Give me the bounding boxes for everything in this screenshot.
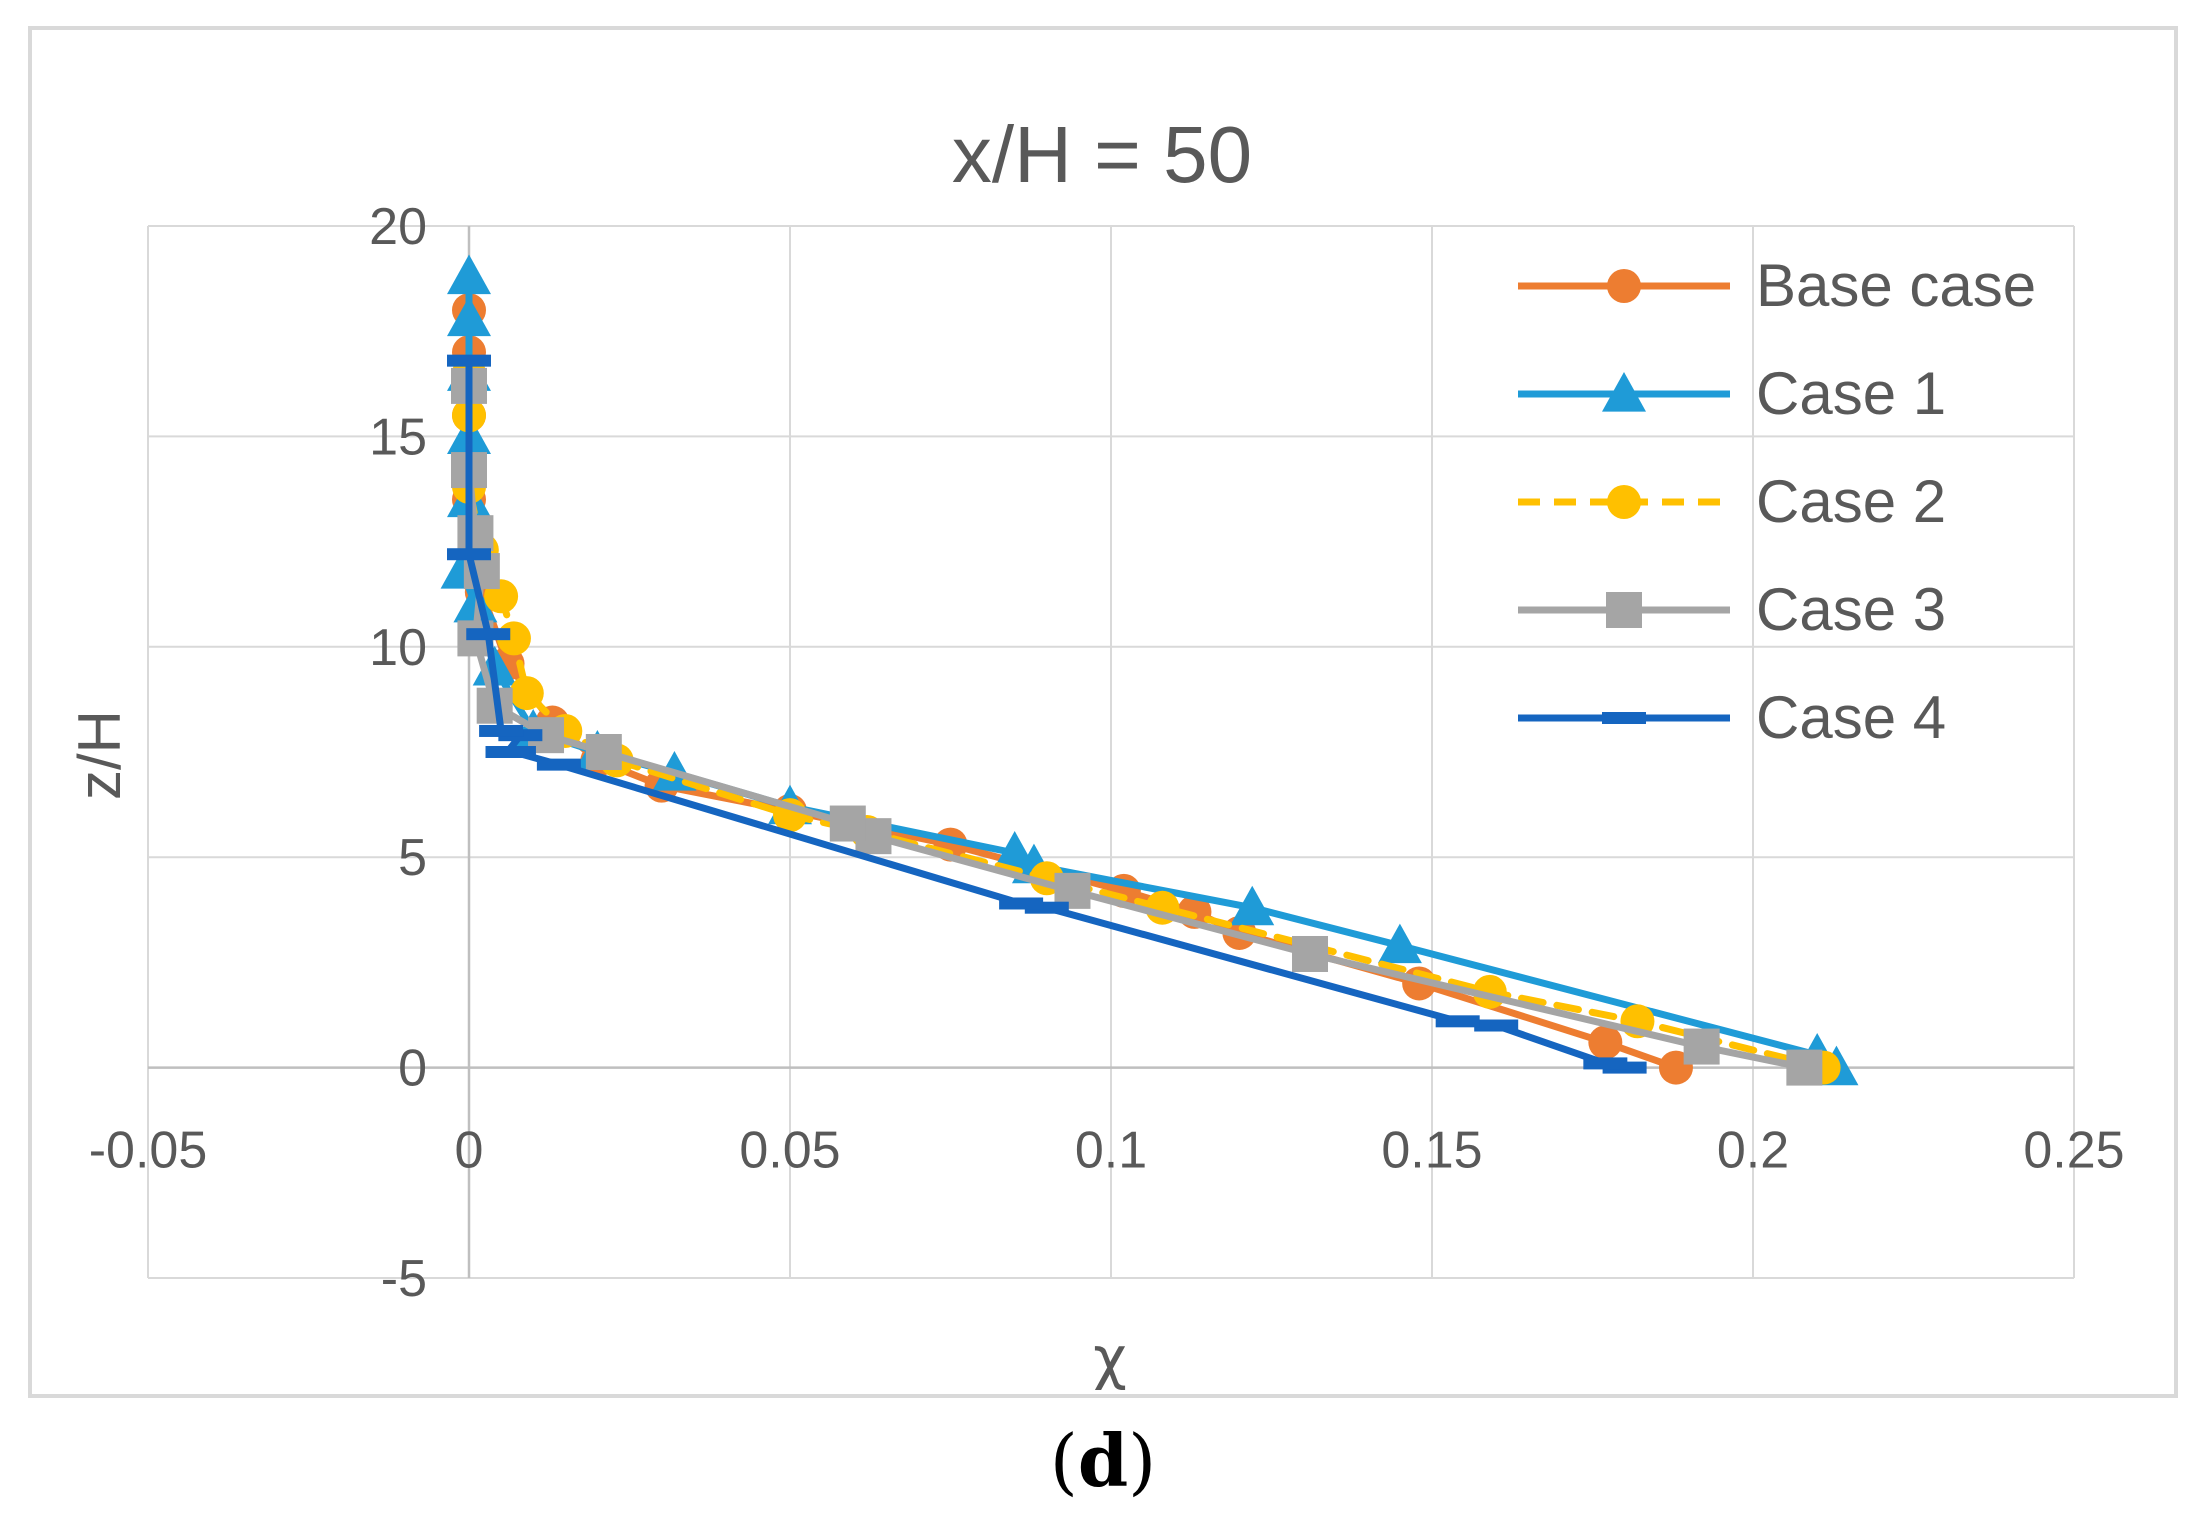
chart-frame [28, 26, 2178, 1398]
data-point [1377, 923, 1422, 964]
chart-title: x/H = 50 [952, 110, 1252, 199]
y-tick-label: 5 [398, 829, 427, 887]
caption-letter: d [1077, 1418, 1129, 1503]
data-point [466, 628, 511, 641]
data-point [457, 515, 494, 552]
y-tick-label: 15 [369, 408, 427, 466]
data-point [585, 734, 622, 770]
x-tick-label: -0.05 [89, 1122, 208, 1180]
x-tick-label: 0.15 [1381, 1122, 1482, 1180]
series-case-3 [451, 367, 1823, 1086]
series-case-4 [447, 354, 1647, 1074]
data-point [447, 548, 491, 561]
y-tick-label: 0 [398, 1040, 427, 1098]
legend-marker [1607, 485, 1641, 519]
panel-caption: (d) [0, 1418, 2206, 1503]
series-line [465, 306, 1680, 1072]
legend-item: Case 2 [1518, 468, 1946, 535]
x-tick-label: 0.25 [2023, 1122, 2124, 1180]
data-point [485, 746, 530, 758]
y-tick-label: -5 [381, 1250, 427, 1308]
data-point [1230, 885, 1275, 926]
legend-label: Base case [1756, 252, 2036, 319]
caption-close-paren: ) [1128, 1419, 1157, 1503]
x-tick-label: 0.2 [1717, 1122, 1789, 1180]
series-case-1 [440, 254, 1859, 1086]
chart-svg: -0.05 0 0.05 0.1 0.15 0.2 0.25 -5 0 5 10 15 20 x/H =… [66, 110, 2125, 1392]
series-layer [440, 254, 1859, 1086]
legend-item: Case 1 [1518, 360, 1946, 427]
y-tick-label: 20 [369, 198, 427, 256]
data-point [999, 897, 1044, 910]
legend: Base case Case 1 Case 2 Case 3 Case 4 [1518, 252, 2036, 751]
x-tick-label: 0.1 [1075, 1122, 1147, 1180]
data-point [1292, 935, 1329, 972]
legend-label: Case 1 [1756, 360, 1946, 427]
data-point [1683, 1028, 1720, 1065]
data-point [536, 758, 581, 771]
legend-label: Case 4 [1756, 684, 1946, 751]
caption-open-paren: ( [1049, 1419, 1078, 1503]
data-point [1474, 1019, 1519, 1032]
legend-item: Case 4 [1518, 684, 1946, 751]
data-point [447, 296, 491, 337]
x-tick-label: 0 [455, 1122, 484, 1180]
legend-label: Case 2 [1756, 468, 1946, 535]
data-point [829, 805, 866, 842]
y-axis-label: z/H [66, 710, 133, 800]
legend-marker [1602, 372, 1646, 412]
data-point [1588, 1025, 1623, 1060]
legend-marker [1602, 712, 1646, 724]
tick-labels: -0.05 0 0.05 0.1 0.15 0.2 0.25 -5 0 5 10 15 20 [89, 198, 2125, 1308]
data-point [447, 254, 491, 295]
data-point [1583, 1057, 1628, 1070]
data-point [447, 354, 491, 367]
legend-item: Base case [1518, 252, 2036, 319]
data-point [509, 676, 544, 711]
legend-item: Case 3 [1518, 576, 1946, 643]
series-line [465, 382, 1808, 1072]
legend-marker [1606, 592, 1642, 628]
data-point [1435, 1015, 1480, 1028]
data-point [479, 724, 524, 737]
x-axis-label: χ [1093, 1324, 1127, 1392]
legend-label: Case 3 [1756, 576, 1946, 643]
y-tick-label: 10 [369, 619, 427, 677]
data-point [992, 830, 1037, 871]
data-point [1786, 1049, 1823, 1086]
series-base-case [452, 293, 1693, 1085]
x-tick-label: 0.05 [739, 1122, 840, 1180]
legend-marker [1607, 269, 1641, 303]
